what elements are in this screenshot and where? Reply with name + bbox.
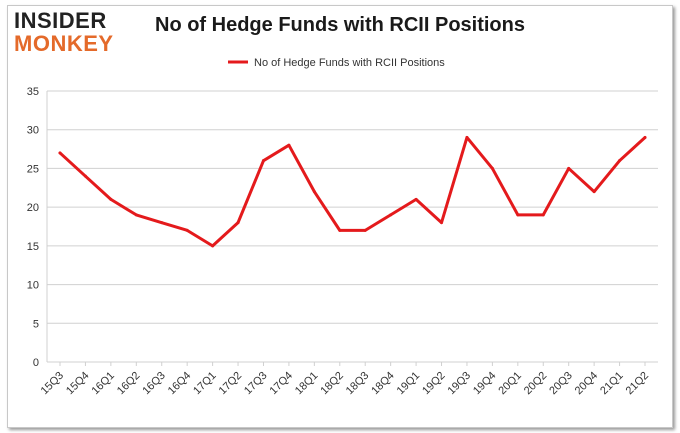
data-point (643, 135, 647, 139)
x-tick-label: 21Q1 (598, 370, 626, 398)
data-point (287, 143, 291, 147)
y-tick-label: 0 (33, 357, 39, 369)
chart-frame (7, 5, 673, 428)
data-point (261, 159, 265, 163)
x-tick-label: 17Q4 (268, 370, 296, 398)
x-tick-label: 19Q1 (395, 370, 423, 398)
x-tick-label: 16Q4 (166, 370, 194, 398)
y-axis-ticks: 0 5 10 15 20 25 30 35 (27, 86, 39, 369)
gridlines (46, 90, 658, 363)
legend: No of Hedge Funds with RCII Positions (228, 57, 445, 69)
x-tick-label: 20Q3 (547, 370, 575, 398)
x-tick-label: 19Q3 (446, 370, 474, 398)
logo-line-1: INSIDER (14, 8, 107, 33)
data-point (109, 197, 113, 201)
y-tick-label: 15 (27, 241, 39, 253)
data-point (211, 244, 215, 248)
x-tick-label: 17Q3 (242, 370, 270, 398)
data-point (312, 190, 316, 194)
y-tick-label: 5 (33, 318, 39, 330)
logo-line-2: MONKEY (14, 31, 114, 56)
x-tick-label: 20Q2 (522, 370, 550, 398)
insider-monkey-logo: INSIDER MONKEY (14, 8, 132, 58)
data-point (465, 135, 469, 139)
data-point (618, 159, 622, 163)
x-tick-label: 15Q4 (64, 370, 92, 398)
x-tick-label: 21Q2 (624, 370, 652, 398)
x-tick-label: 17Q1 (191, 370, 219, 398)
data-point (440, 221, 444, 225)
data-point (516, 213, 520, 217)
data-point (414, 197, 418, 201)
data-point (567, 166, 571, 170)
data-point (58, 151, 62, 155)
data-point (185, 228, 189, 232)
x-tick-label: 20Q1 (496, 370, 524, 398)
y-tick-label: 25 (27, 163, 39, 175)
x-tick-label: 16Q2 (115, 370, 143, 398)
data-point (363, 228, 367, 232)
x-tick-label: 19Q4 (471, 370, 499, 398)
chart-title: No of Hedge Funds with RCII Positions (155, 14, 525, 36)
legend-label: No of Hedge Funds with RCII Positions (254, 57, 445, 69)
x-tick-label: 18Q1 (293, 370, 321, 398)
y-tick-label: 10 (27, 280, 39, 292)
x-tick-label: 16Q1 (89, 370, 117, 398)
data-point (83, 174, 87, 178)
data-point (541, 213, 545, 217)
x-tick-label: 17Q2 (217, 370, 245, 398)
x-tick-label: 20Q4 (573, 370, 601, 398)
y-tick-label: 30 (27, 125, 39, 137)
series-line (58, 135, 647, 248)
data-point (490, 166, 494, 170)
y-tick-label: 20 (27, 202, 39, 214)
x-axis-ticks: 15Q315Q416Q116Q216Q316Q417Q117Q217Q317Q4… (39, 362, 652, 398)
data-point (236, 221, 240, 225)
x-tick-label: 19Q2 (420, 370, 448, 398)
x-tick-label: 15Q3 (39, 370, 67, 398)
x-tick-label: 18Q4 (369, 370, 397, 398)
x-tick-label: 16Q3 (140, 370, 168, 398)
data-point (592, 190, 596, 194)
y-tick-label: 35 (27, 86, 39, 98)
series-layer (58, 135, 647, 248)
data-point (160, 221, 164, 225)
x-tick-label: 18Q3 (344, 370, 372, 398)
data-point (389, 213, 393, 217)
x-tick-label: 18Q2 (318, 370, 346, 398)
data-point (134, 213, 138, 217)
data-point (338, 228, 342, 232)
